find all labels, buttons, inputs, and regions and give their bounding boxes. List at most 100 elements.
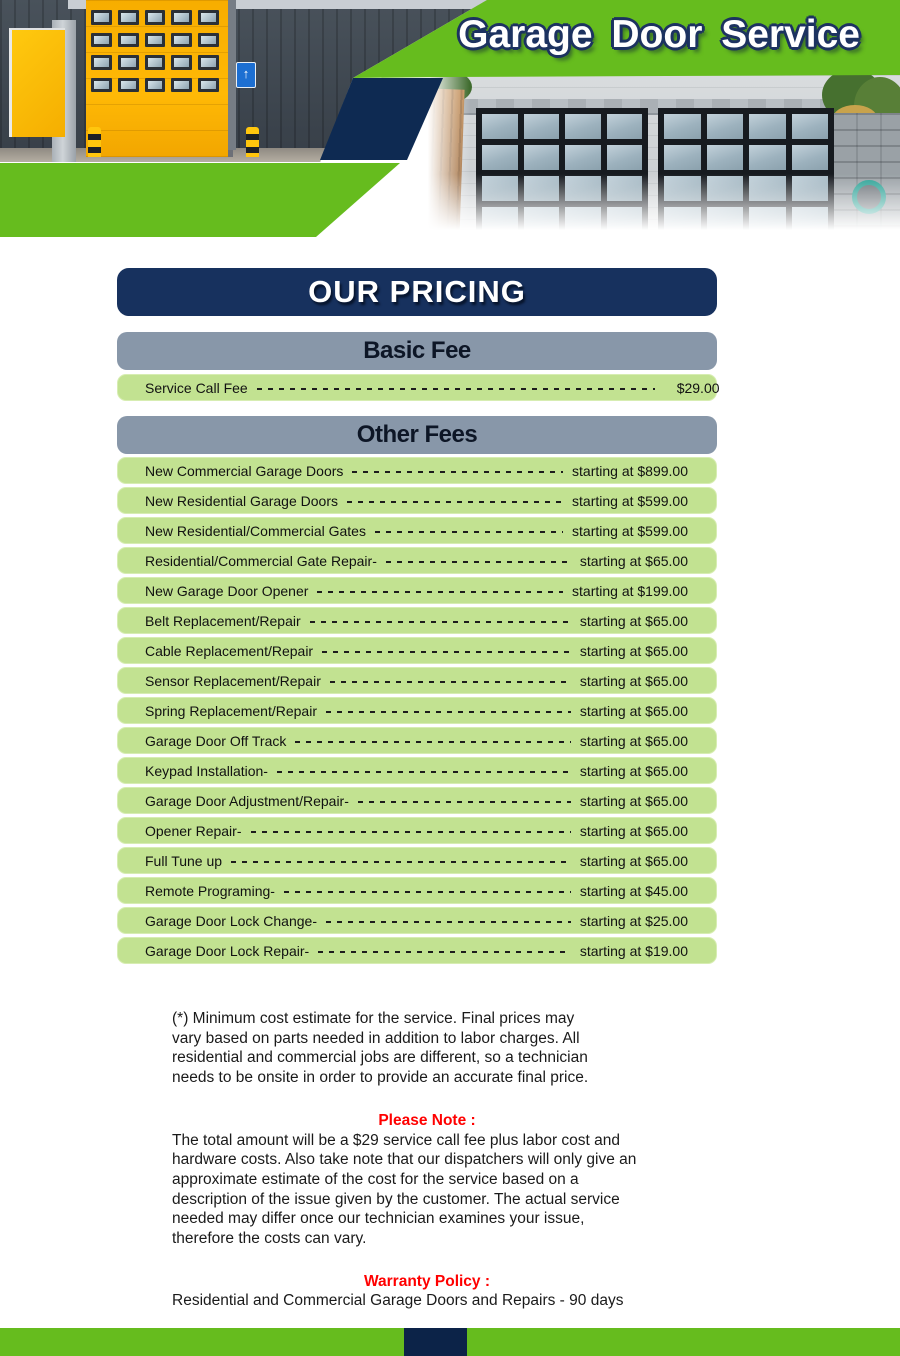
window-pane xyxy=(117,32,139,47)
window-pane xyxy=(198,55,219,70)
fee-label: New Residential Garage Doors xyxy=(145,492,338,509)
fee-row: Garage Door Adjustment/Repair-starting a… xyxy=(117,787,717,814)
residential-garage-photo xyxy=(424,75,900,238)
fee-label: Sensor Replacement/Repair xyxy=(145,672,321,689)
dash-leader xyxy=(250,830,571,833)
fee-row: Garage Door Lock Repair-starting at $19.… xyxy=(117,937,717,964)
window-pane xyxy=(198,32,219,47)
window-pane xyxy=(91,32,112,47)
fee-row: Keypad Installation-starting at $65.00 xyxy=(117,757,717,784)
fee-price: starting at $25.00 xyxy=(579,912,688,929)
fee-label: Garage Door Lock Repair- xyxy=(145,942,310,959)
fee-price: starting at $599.00 xyxy=(572,492,688,509)
door-frame xyxy=(228,0,236,150)
window-pane xyxy=(91,10,112,25)
window-pane xyxy=(706,114,743,139)
window-pane xyxy=(91,77,112,92)
dash-leader xyxy=(346,500,564,503)
fee-price: starting at $199.00 xyxy=(572,582,688,599)
fee-label: New Commercial Garage Doors xyxy=(145,462,344,479)
dash-leader xyxy=(276,770,571,773)
fee-row: Opener Repair-starting at $65.00 xyxy=(117,817,717,844)
fee-label: Residential/Commercial Gate Repair- xyxy=(145,552,377,569)
fee-price: $29.00 xyxy=(676,379,720,396)
other-fees-heading: Other Fees xyxy=(117,416,717,454)
fee-label: Keypad Installation- xyxy=(145,762,268,779)
window-pane xyxy=(565,145,601,170)
window-pane xyxy=(171,55,193,70)
window-pane xyxy=(749,114,786,139)
please-note-heading: Please Note : xyxy=(378,1111,476,1129)
window-pane xyxy=(749,145,786,170)
window-pane xyxy=(198,77,219,92)
dash-leader xyxy=(326,920,571,923)
fee-price: starting at $19.00 xyxy=(579,942,688,959)
fee-price: starting at $65.00 xyxy=(579,612,688,629)
dash-leader xyxy=(295,740,571,743)
window-pane xyxy=(606,114,642,139)
window-pane xyxy=(171,10,193,25)
fee-row: New Residential/Commercial Gates starting… xyxy=(117,517,717,544)
fee-label: Garage Door Off Track xyxy=(145,732,287,749)
fee-row: New Commercial Garage Doors starting at $… xyxy=(117,457,717,484)
dash-leader xyxy=(322,650,571,653)
fee-row: Spring Replacement/Repair starting at $65… xyxy=(117,697,717,724)
up-arrow-sign-icon: ↑ xyxy=(236,62,256,88)
yellow-sign-panel xyxy=(9,28,65,137)
fee-price: starting at $65.00 xyxy=(579,672,688,689)
fee-label: Full Tune up xyxy=(145,852,223,869)
fee-label: New Garage Door Opener xyxy=(145,582,309,599)
fee-label: Cable Replacement/Repair xyxy=(145,642,314,659)
warranty-policy-heading: Warranty Policy : xyxy=(363,1272,491,1290)
fee-label: Garage Door Lock Change- xyxy=(145,912,317,929)
fee-price: starting at $65.00 xyxy=(579,822,688,839)
window-pane xyxy=(523,114,559,139)
window-pane xyxy=(91,55,112,70)
fee-price: starting at $65.00 xyxy=(579,702,688,719)
fee-price: starting at $65.00 xyxy=(579,852,688,869)
fee-label: Opener Repair- xyxy=(145,822,242,839)
dash-leader xyxy=(325,710,571,713)
window-pane xyxy=(171,32,193,47)
window-pane xyxy=(117,77,139,92)
fee-row: Residential/Commercial Gate Repair-start… xyxy=(117,547,717,574)
dash-leader xyxy=(231,860,571,863)
dash-leader xyxy=(357,800,571,803)
window-pane xyxy=(706,145,743,170)
window-pane xyxy=(523,145,559,170)
page-title: Garage Door Service xyxy=(458,13,860,56)
window-pane xyxy=(198,10,219,25)
fee-label: Belt Replacement/Repair xyxy=(145,612,301,629)
dash-leader xyxy=(318,950,571,953)
dash-leader xyxy=(329,680,571,683)
fee-price: starting at $65.00 xyxy=(579,762,688,779)
door-window-grid xyxy=(91,10,219,92)
fee-price: starting at $65.00 xyxy=(579,552,688,569)
window-pane xyxy=(144,32,166,47)
footer-navy-square xyxy=(404,1328,467,1356)
fee-label: Spring Replacement/Repair xyxy=(145,702,317,719)
fee-row: Cable Replacement/Repair starting at $65.… xyxy=(117,637,717,664)
window-pane xyxy=(482,145,518,170)
fee-row: Remote Programing-starting at $45.00 xyxy=(117,877,717,904)
fee-label: Service Call Fee xyxy=(145,379,248,396)
dash-leader xyxy=(352,470,564,473)
window-pane xyxy=(791,114,828,139)
window-pane xyxy=(171,77,193,92)
fee-row: Service Call Fee $29.00 xyxy=(117,374,720,401)
fee-row: New Garage Door Opener starting at $199.0… xyxy=(117,577,717,604)
basic-fee-heading: Basic Fee xyxy=(117,332,717,370)
fee-label: New Residential/Commercial Gates xyxy=(145,522,366,539)
fee-row: New Residential Garage Doors starting at … xyxy=(117,487,717,514)
fee-row: Garage Door Lock Change-starting at $25.… xyxy=(117,907,717,934)
dash-leader xyxy=(374,530,564,533)
window-pane xyxy=(664,114,701,139)
window-pane xyxy=(144,77,166,92)
notes-section: (*) Minimum cost estimate for the servic… xyxy=(172,1009,682,1311)
window-pane xyxy=(791,145,828,170)
fee-label: Garage Door Adjustment/Repair- xyxy=(145,792,349,809)
window-pane xyxy=(144,10,166,25)
yellow-garage-door xyxy=(86,0,233,157)
fee-row: Belt Replacement/Repair starting at $65.0… xyxy=(117,607,717,634)
